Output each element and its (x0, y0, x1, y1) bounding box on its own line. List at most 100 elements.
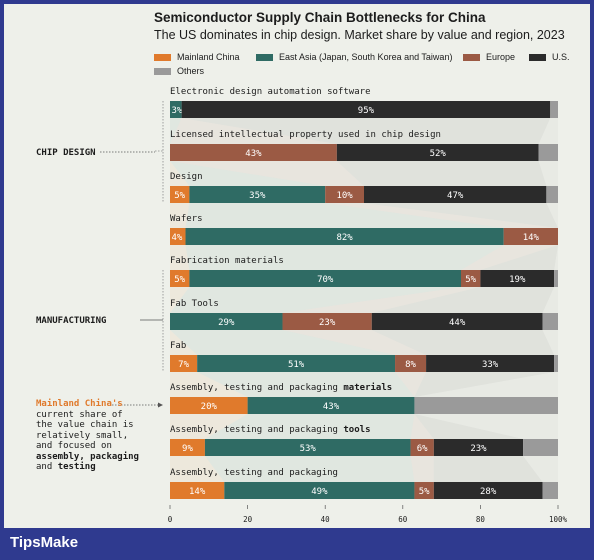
data-label: 5% (419, 487, 430, 497)
annotation-note: Mainland China's current share of the va… (36, 399, 154, 473)
bar-segment-others (542, 313, 558, 330)
legend-item-others: Others (154, 66, 204, 76)
bar-segment-mainland-china (170, 186, 190, 203)
bar-segment-u-s (433, 439, 524, 456)
bar-segment-europe (503, 228, 558, 245)
data-label: 14% (523, 233, 540, 243)
flow-ribbon (433, 456, 543, 482)
annotation-highlight: Mainland China's (36, 399, 123, 409)
bar-segment-mainland-china (170, 228, 186, 245)
data-label: 4% (172, 233, 183, 243)
legend-item-east-asia: East Asia (Japan, South Korea and Taiwan… (256, 52, 452, 62)
flow-ribbon (554, 245, 558, 270)
flow-ribbon (185, 245, 504, 270)
flow-ribbon (170, 330, 198, 355)
bar-segment-east-asia-japan-south-korea-and-taiwan (170, 313, 283, 330)
legend-label-east-asia: East Asia (Japan, South Korea and Taiwan… (279, 52, 453, 62)
x-tick-label: 20 (243, 515, 253, 524)
category-label-fab: Fab (170, 341, 186, 351)
bar-segment-europe (461, 270, 481, 287)
flow-ribbon (410, 456, 434, 482)
annotation-line: current share of (36, 409, 123, 420)
bar-segment-others (550, 101, 558, 118)
flow-ribbon (538, 118, 558, 144)
data-label: 8% (405, 360, 416, 370)
flow-ribbon (170, 372, 248, 397)
data-label: 10% (336, 191, 353, 201)
flow-ribbon (282, 330, 427, 355)
footer-bar: TipsMake (0, 528, 594, 560)
data-label: 43% (323, 402, 340, 412)
flow-ribbon (364, 203, 558, 228)
category-label-fab-tools: Fab Tools (170, 299, 219, 309)
flow-ribbon (414, 414, 558, 439)
brand-logo-text: TipsMake (10, 534, 79, 551)
bar-segment-east-asia-japan-south-korea-and-taiwan (247, 397, 415, 414)
bar-segment-mainland-china (170, 482, 225, 499)
flow-ribbon (170, 203, 190, 228)
data-label: 33% (482, 360, 499, 370)
flow-ribbon (414, 372, 555, 397)
flow-ribbon (170, 245, 190, 270)
bar-segment-u-s (371, 313, 543, 330)
chart-subtitle: The US dominates in chip design. Market … (154, 28, 565, 42)
data-label: 14% (189, 487, 206, 497)
bar-segment-others (538, 144, 558, 161)
annotation-line: and (36, 462, 58, 472)
data-label: 35% (249, 191, 266, 201)
flow-ribbon (371, 287, 555, 313)
x-tick-label: 60 (398, 515, 408, 524)
data-label: 19% (509, 275, 526, 285)
flow-ribbon (542, 330, 558, 355)
category-label-fabrication-materials: Fabrication materials (170, 256, 284, 266)
annotation-arrowhead (158, 402, 163, 408)
chart-title: Semiconductor Supply Chain Bottlenecks f… (154, 10, 486, 25)
flow-ribbon (480, 245, 558, 270)
flow-ribbon (414, 414, 524, 439)
legend-swatch-europe (463, 53, 480, 61)
data-label: 23% (319, 318, 336, 328)
flow-ribbon (336, 161, 547, 186)
data-label: 70% (317, 275, 334, 285)
bar-segment-europe (325, 186, 364, 203)
data-label: 3% (172, 106, 183, 116)
flow-ribbon (170, 161, 326, 186)
flow-ribbon (414, 372, 558, 397)
x-tick-label: 80 (476, 515, 486, 524)
category-label-assembly-testing-and-packaging-materials: Assembly, testing and packaging material… (170, 382, 392, 393)
bar-segment-europe (170, 144, 337, 161)
legend-item-europe: Europe (463, 52, 515, 62)
flow-ribbon (371, 330, 555, 355)
data-label: 95% (358, 106, 375, 116)
legend-item-us: U.S. (529, 52, 570, 62)
group-label-manufacturing: MANUFACTURING (36, 316, 106, 326)
bar-segment-mainland-china (170, 270, 190, 287)
category-label-electronic-design-automation-software: Electronic design automation software (170, 87, 370, 97)
flow-ribbon (170, 161, 364, 186)
category-label-wafers: Wafers (170, 214, 203, 224)
flow-ribbon (170, 414, 248, 439)
bar-segment-others (546, 186, 558, 203)
bar-segment-europe (410, 439, 434, 456)
flow-ribbon (170, 118, 337, 144)
legend-swatch-mainland-china (154, 53, 171, 61)
legend-label-mainland-china: Mainland China (177, 52, 240, 62)
legend-item-mainland-china: Mainland China (154, 52, 240, 62)
flow-ribbon (538, 161, 558, 186)
legend-swatch-east-asia (256, 53, 273, 61)
bar-segment-u-s (181, 101, 551, 118)
data-label: 29% (218, 318, 235, 328)
data-label: 28% (480, 487, 497, 497)
legend-swatch-others (154, 67, 171, 75)
flow-ribbon (170, 118, 182, 144)
bar-segment-europe (282, 313, 372, 330)
category-label-licensed-intellectual-property-used-in-chip-design: Licensed intellectual property used in c… (170, 130, 441, 140)
bar-segment-others (414, 397, 558, 414)
legend-label-others: Others (177, 66, 205, 76)
data-label: 51% (288, 360, 305, 370)
flow-ribbon (325, 203, 558, 228)
legend-swatch-us (529, 53, 546, 61)
bar-segment-u-s (364, 186, 547, 203)
flow-ribbon (546, 203, 558, 228)
data-label: 5% (174, 275, 185, 285)
